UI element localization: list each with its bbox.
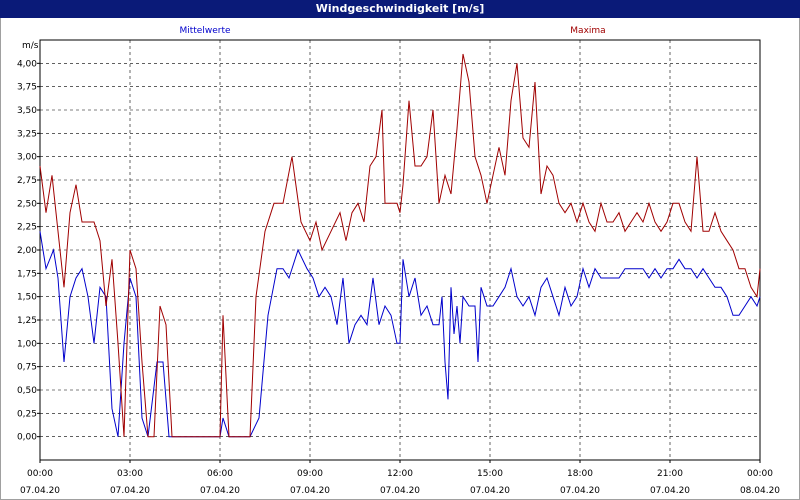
legend-mittelwerte: Mittelwerte [179,26,230,36]
x-tick-date: 07.04.20 [650,486,690,496]
x-tick-time: 21:00 [657,469,683,479]
y-tick-label: 4,00 [17,59,37,69]
y-tick-label: 3,00 [17,153,37,163]
x-axis-ticks: 00:00 07.04.20 03:00 07.04.20 06:00 07.04.20 0… [20,460,780,496]
y-tick-label: 0,50 [17,386,37,396]
x-tick-time: 09:00 [297,469,323,479]
x-tick-time: 12:00 [387,469,413,479]
x-tick-time: 03:00 [117,469,143,479]
x-tick-time: 06:00 [207,469,233,479]
y-tick-label: 2,00 [17,246,37,256]
y-axis-ticks: 0,00 0,25 0,50 0,75 1,00 1,25 1,50 1,75 2,00 2,25… [17,59,40,443]
y-tick-label: 2,25 [17,223,37,233]
x-tick-date: 07.04.20 [200,486,240,496]
y-axis-label: m/s [22,41,39,51]
x-tick-date: 07.04.20 [290,486,330,496]
y-tick-label: 1,75 [17,269,37,279]
y-tick-label: 1,00 [17,339,37,349]
chart-title: Windgeschwindigkeit [m/s] [0,0,800,18]
x-tick-time: 00:00 [747,469,773,479]
legend-maxima: Maxima [570,26,605,36]
y-tick-label: 1,25 [17,316,37,326]
x-tick-date: 07.04.20 [380,486,420,496]
y-tick-label: 0,00 [17,433,37,443]
y-tick-label: 3,75 [17,83,37,93]
series-line-maxima [39,53,761,438]
y-tick-label: 0,75 [17,363,37,373]
series-line-mittelwerte [39,231,761,438]
x-tick-date: 07.04.20 [20,486,60,496]
y-tick-label: 1,50 [17,293,37,303]
y-tick-label: 3,25 [17,129,37,139]
series-layer [39,53,761,438]
x-tick-time: 15:00 [477,469,503,479]
y-tick-label: 2,50 [17,199,37,209]
x-tick-date: 07.04.20 [560,486,600,496]
x-tick-date: 07.04.20 [470,486,510,496]
x-tick-date: 08.04.20 [740,486,780,496]
y-tick-label: 3,50 [17,106,37,116]
y-tick-label: 0,25 [17,409,37,419]
grid-lines [40,40,760,460]
x-tick-time: 18:00 [567,469,593,479]
x-tick-date: 07.04.20 [110,486,150,496]
y-tick-label: 2,75 [17,176,37,186]
x-tick-time: 00:00 [27,469,53,479]
